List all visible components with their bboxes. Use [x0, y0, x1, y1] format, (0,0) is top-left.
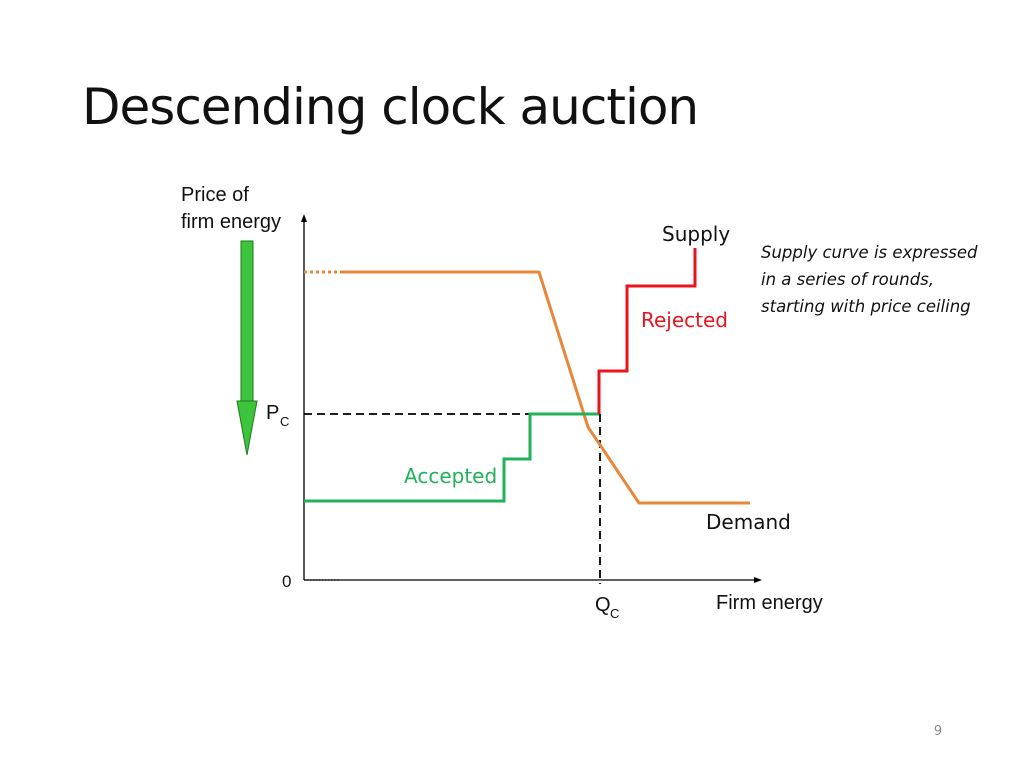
accepted-supply-steps [304, 412, 599, 503]
rejected-label: Rejected [641, 308, 728, 332]
qc-label: Q C [595, 594, 619, 621]
note-line-2: in a series of rounds, [761, 270, 935, 289]
rejected-supply-steps [597, 248, 697, 414]
page-number: 9 [933, 724, 943, 739]
pc-label-main: P [266, 402, 279, 424]
supply-label: Supply [662, 222, 730, 246]
demand-label: Demand [706, 510, 791, 534]
axes [301, 214, 762, 583]
arrow-shaft [240, 240, 254, 402]
note-line-1: Supply curve is expressed [761, 243, 978, 262]
note-line-3: starting with price ceiling [761, 297, 971, 316]
qc-label-main: Q [595, 594, 611, 616]
x-axis-label: Firm energy [716, 592, 823, 614]
x-axis-arrowhead [754, 577, 762, 583]
pc-label-sub: C [280, 414, 289, 429]
slide-title: Descending clock auction [82, 78, 699, 136]
demand-curve [342, 270, 750, 505]
y-axis-label-line2: firm energy [181, 211, 281, 233]
descending-price-arrow [236, 240, 258, 456]
arrow-head [236, 400, 258, 456]
origin-label: 0 [282, 572, 291, 591]
accepted-label: Accepted [404, 464, 497, 488]
y-axis-label-line1: Price of [181, 184, 249, 206]
pc-label: P C [266, 402, 289, 429]
y-axis-arrowhead [301, 214, 307, 222]
qc-label-sub: C [610, 606, 619, 621]
supply-curve-note: Supply curve is expressed in a series of… [761, 239, 1021, 320]
